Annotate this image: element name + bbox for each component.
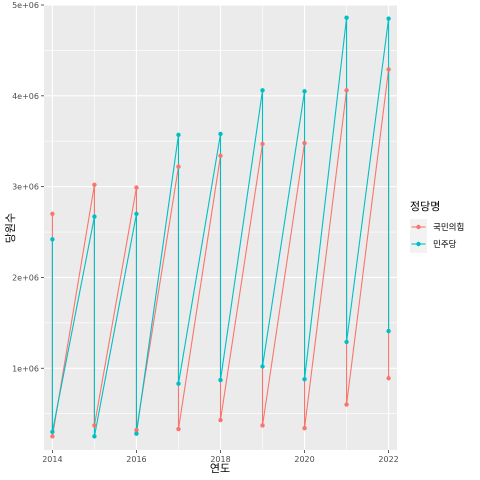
data-point-1 [386, 376, 391, 381]
data-point-1 [134, 185, 139, 190]
data-point-1 [344, 402, 349, 407]
data-point-2 [302, 89, 307, 94]
data-point-2 [176, 381, 181, 386]
data-point-2 [344, 15, 349, 20]
data-point-1 [260, 141, 265, 147]
y-axis-title: 당원수 [4, 213, 17, 243]
series-layer [50, 15, 391, 439]
series-line-2 [51, 17, 390, 437]
data-point-2 [218, 377, 223, 383]
y-tick-label: 4e+06 [12, 92, 39, 101]
data-point-2 [386, 16, 391, 21]
data-point-1 [302, 426, 307, 431]
y-tick-label: 2e+06 [12, 273, 39, 282]
data-point-2 [260, 88, 265, 93]
y-tick-label: 5e+06 [12, 1, 39, 10]
data-point-2 [218, 131, 223, 137]
data-point-1 [50, 211, 55, 217]
x-axis-title: 연도 [210, 462, 230, 475]
data-point-1 [50, 434, 55, 439]
legend-label: 국민의힘 [433, 222, 464, 233]
legend-label: 민주당 [433, 239, 457, 250]
y-tick-label: 3e+06 [12, 183, 39, 192]
data-point-2 [134, 431, 139, 436]
data-point-1 [260, 423, 265, 428]
data-point-1 [218, 417, 223, 423]
data-point-1 [176, 426, 181, 432]
data-point-2 [50, 237, 55, 242]
data-point-2 [92, 434, 97, 439]
legend-key-point [416, 241, 421, 247]
data-point-2 [260, 364, 265, 369]
data-point-1 [386, 67, 391, 72]
x-axis: 2014 2016 2018 2020 2022 [42, 450, 399, 464]
x-tick-label: 2014 [42, 455, 62, 464]
data-point-2 [50, 429, 55, 435]
data-point-2 [176, 132, 181, 138]
data-point-1 [134, 427, 139, 433]
data-point-2 [344, 339, 349, 345]
data-point-2 [302, 376, 307, 382]
data-point-1 [176, 164, 181, 169]
y-tick-label: 1e+06 [12, 364, 39, 373]
legend-key-point [416, 224, 421, 230]
x-tick-label: 2020 [294, 455, 314, 464]
data-point-2 [92, 214, 97, 219]
data-point-1 [302, 140, 307, 146]
data-point-1 [92, 182, 97, 188]
x-tick-label: 2016 [126, 455, 146, 464]
data-point-2 [386, 328, 391, 334]
x-tick-label: 2018 [210, 455, 230, 464]
legend-title: 정당명 [410, 200, 440, 213]
x-tick-label: 2022 [378, 455, 398, 464]
data-point-1 [92, 423, 97, 428]
data-point-1 [344, 88, 349, 93]
data-point-2 [134, 211, 139, 217]
y-axis: 1e+06 2e+06 3e+06 4e+06 5e+06 [12, 1, 44, 373]
data-point-1 [218, 153, 223, 158]
